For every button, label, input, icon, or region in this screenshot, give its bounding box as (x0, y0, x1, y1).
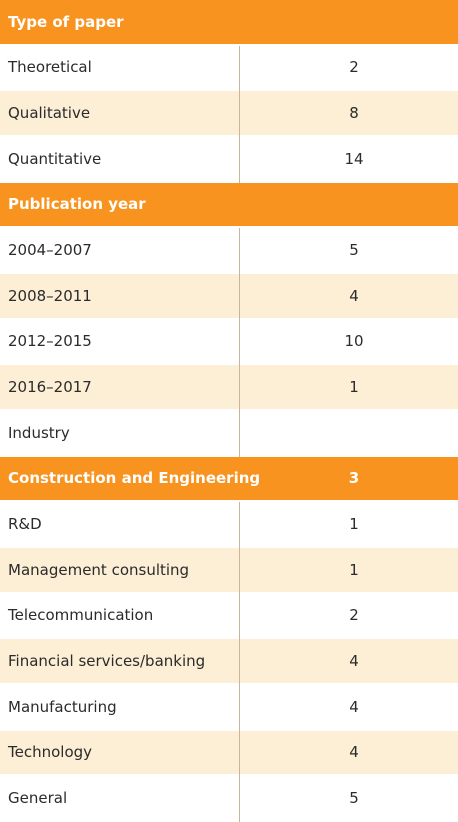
row-label: Financial services/banking (8, 652, 206, 671)
column-separator (239, 45, 240, 92)
section-header: Publication year (0, 182, 458, 229)
table-row: Theoretical 2 (0, 45, 458, 92)
row-value: 5 (349, 241, 359, 260)
row-value: 1 (349, 515, 359, 534)
table-row: General 5 (0, 776, 458, 822)
column-separator (239, 274, 240, 320)
row-label: 2012–2015 (8, 332, 92, 351)
column-separator (239, 730, 240, 777)
table-row: Telecommunication 2 (0, 593, 458, 640)
row-label: 2008–2011 (8, 286, 92, 305)
row-value: 14 (344, 149, 364, 168)
column-separator (239, 137, 240, 183)
row-label: R&D (8, 515, 42, 534)
row-label: Qualitative (8, 104, 91, 123)
table-row: 2004–2007 5 (0, 228, 458, 274)
table-row: Management consulting 1 (0, 548, 458, 594)
column-separator (239, 502, 240, 548)
row-value: 5 (349, 789, 359, 808)
column-separator (239, 593, 240, 640)
row-label: General (8, 789, 68, 808)
column-separator (239, 548, 240, 594)
row-label: Theoretical (8, 58, 92, 77)
table-row: 2012–2015 10 (0, 319, 458, 366)
table-row: 2016–2017 1 (0, 365, 458, 411)
table-row: Technology 4 (0, 730, 458, 777)
table-row: Industry (0, 411, 458, 457)
column-separator (239, 776, 240, 822)
table-row: Qualitative 8 (0, 91, 458, 137)
row-value: 4 (349, 286, 359, 305)
table-row: Manufacturing 4 (0, 685, 458, 731)
row-value: 4 (349, 697, 359, 716)
column-separator (239, 228, 240, 274)
column-separator (239, 411, 240, 457)
table-row: R&D 1 (0, 502, 458, 548)
section-title: Construction and Engineering (8, 469, 261, 488)
row-label: Manufacturing (8, 697, 117, 716)
row-value: 8 (349, 104, 359, 123)
row-value: 4 (349, 743, 359, 762)
row-label: Telecommunication (8, 606, 154, 625)
table-row: Quantitative 14 (0, 137, 458, 183)
row-value: 2 (349, 606, 359, 625)
row-label: 2016–2017 (8, 378, 92, 397)
row-value: 1 (349, 560, 359, 579)
section-title: Type of paper (8, 12, 124, 31)
section-title: Publication year (8, 195, 146, 214)
section-header: Construction and Engineering 3 (0, 456, 458, 503)
row-label: Quantitative (8, 149, 102, 168)
row-label: Management consulting (8, 560, 190, 579)
row-value: 2 (349, 58, 359, 77)
row-value: 4 (349, 652, 359, 671)
column-separator (239, 365, 240, 411)
column-separator (239, 319, 240, 366)
row-value: 10 (344, 332, 364, 351)
row-value: 1 (349, 378, 359, 397)
column-separator (239, 639, 240, 685)
column-separator (239, 685, 240, 731)
section-value: 3 (348, 469, 360, 488)
row-label: Technology (8, 743, 93, 762)
row-label: 2004–2007 (8, 241, 92, 260)
table-row: 2008–2011 4 (0, 274, 458, 320)
row-label: Industry (8, 423, 70, 442)
section-header: Type of paper (0, 0, 458, 46)
column-separator (239, 91, 240, 137)
table-row: Financial services/banking 4 (0, 639, 458, 685)
